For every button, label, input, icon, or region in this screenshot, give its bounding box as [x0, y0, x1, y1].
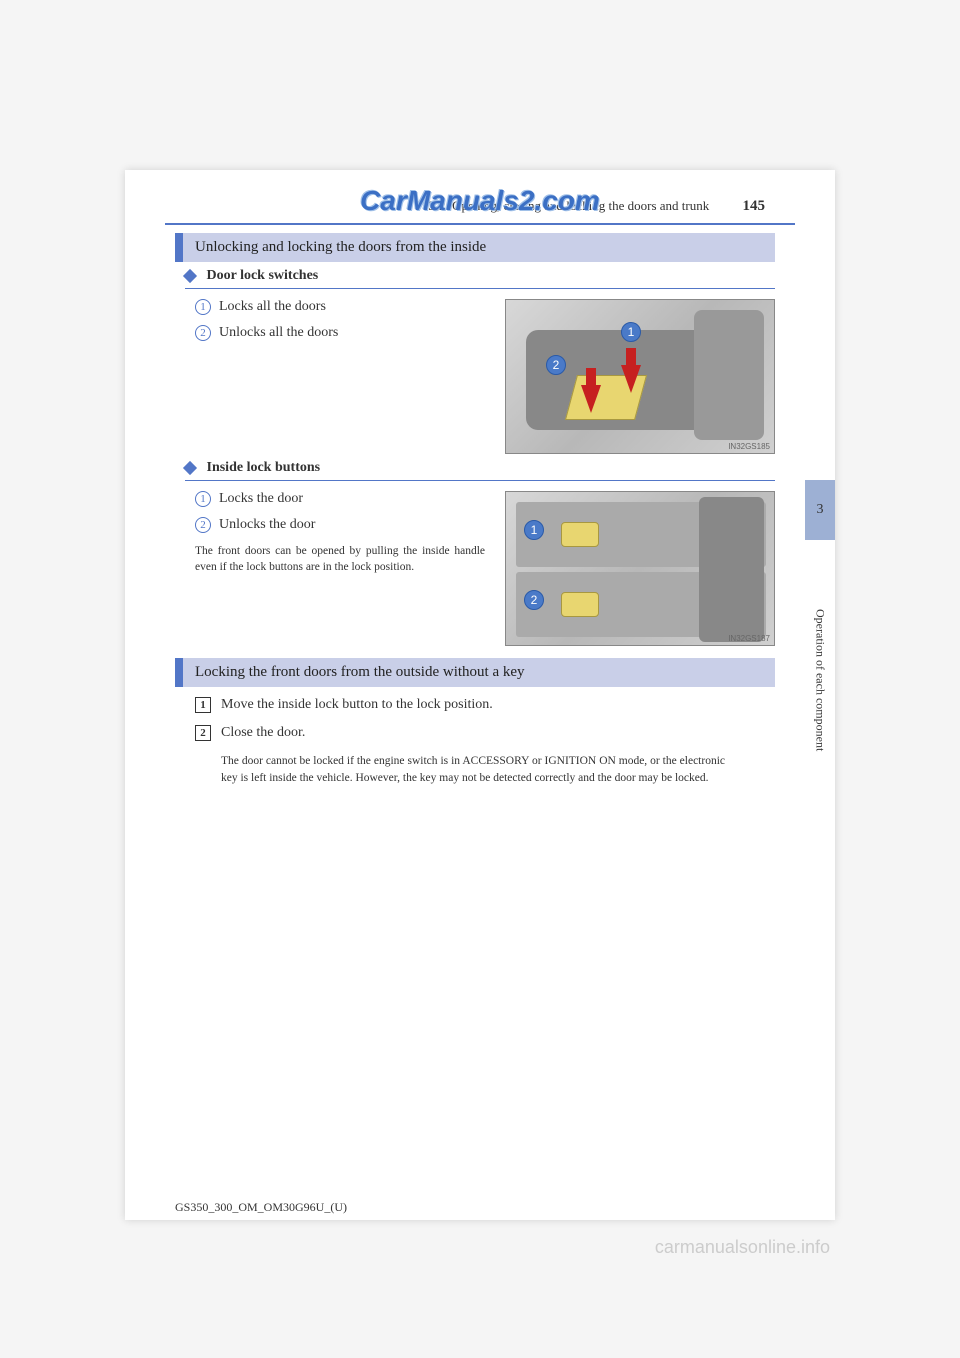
- header-section-text: 3-2. Opening, closing and locking the do…: [428, 198, 709, 213]
- item-text: Unlocks the door: [219, 517, 315, 533]
- item-text: Locks the door: [219, 491, 303, 507]
- diamond-icon: [183, 461, 197, 475]
- watermark-bottom: carmanualsonline.info: [655, 1237, 830, 1258]
- arrow-icon: [621, 365, 641, 393]
- marker-1-icon: 1: [195, 299, 211, 315]
- button-list: 1 Locks the door 2 Unlocks the door The …: [195, 491, 485, 646]
- list-item: 2 Unlocks all the doors: [195, 325, 485, 341]
- footer-code: GS350_300_OM_OM30G96U_(U): [175, 1200, 347, 1215]
- step-text: Move the inside lock button to the lock …: [221, 697, 493, 713]
- chapter-tab: 3: [805, 480, 835, 540]
- steps-list: 1 Move the inside lock button to the loc…: [195, 697, 725, 788]
- subsection-inside-lock-buttons: Inside lock buttons: [185, 460, 775, 481]
- illustration: 1 2 IN32GS185: [505, 299, 775, 454]
- subsection-title: Door lock switches: [207, 268, 319, 283]
- step-note: The door cannot be locked if the engine …: [221, 753, 725, 788]
- arrow-icon: [581, 385, 601, 413]
- figure-code: IN32GS185: [728, 442, 770, 451]
- step-1-icon: 1: [195, 697, 211, 713]
- list-item: 2 Unlocks the door: [195, 517, 485, 533]
- content-row-switches: 1 Locks all the doors 2 Unlocks all the …: [195, 299, 775, 454]
- step-text: Close the door.: [221, 725, 305, 741]
- switch-list: 1 Locks all the doors 2 Unlocks all the …: [195, 299, 485, 454]
- figure-code: IN32GS187: [728, 634, 770, 643]
- list-item: 1 Locks the door: [195, 491, 485, 507]
- item-text: Unlocks all the doors: [219, 325, 338, 341]
- step-item: 2 Close the door.: [195, 725, 725, 741]
- chapter-label: Operation of each component: [805, 550, 835, 810]
- section-heading-unlock-inside: Unlocking and locking the doors from the…: [175, 233, 775, 262]
- step-2-icon: 2: [195, 725, 211, 741]
- callout-2-icon: 2: [524, 590, 544, 610]
- note-text: The front doors can be opened by pulling…: [195, 543, 485, 575]
- marker-2-icon: 2: [195, 517, 211, 533]
- header-divider: [165, 223, 795, 225]
- callout-2-icon: 2: [546, 355, 566, 375]
- callout-1-icon: 1: [621, 322, 641, 342]
- page-header: 3-2. Opening, closing and locking the do…: [125, 170, 835, 221]
- figure-door-switches: 1 2 IN32GS185: [505, 299, 775, 454]
- illustration: 1 2 IN32GS187: [505, 491, 775, 646]
- page-number: 145: [743, 198, 766, 214]
- marker-1-icon: 1: [195, 491, 211, 507]
- item-text: Locks all the doors: [219, 299, 326, 315]
- marker-2-icon: 2: [195, 325, 211, 341]
- content-row-buttons: 1 Locks the door 2 Unlocks the door The …: [195, 491, 775, 646]
- diamond-icon: [183, 269, 197, 283]
- section-heading-lock-outside: Locking the front doors from the outside…: [175, 658, 775, 687]
- callout-1-icon: 1: [524, 520, 544, 540]
- list-item: 1 Locks all the doors: [195, 299, 485, 315]
- figure-lock-buttons: 1 2 IN32GS187: [505, 491, 775, 646]
- subsection-door-lock-switches: Door lock switches: [185, 268, 775, 289]
- subsection-title: Inside lock buttons: [207, 460, 321, 475]
- manual-page: 3-2. Opening, closing and locking the do…: [125, 170, 835, 1220]
- step-item: 1 Move the inside lock button to the loc…: [195, 697, 725, 713]
